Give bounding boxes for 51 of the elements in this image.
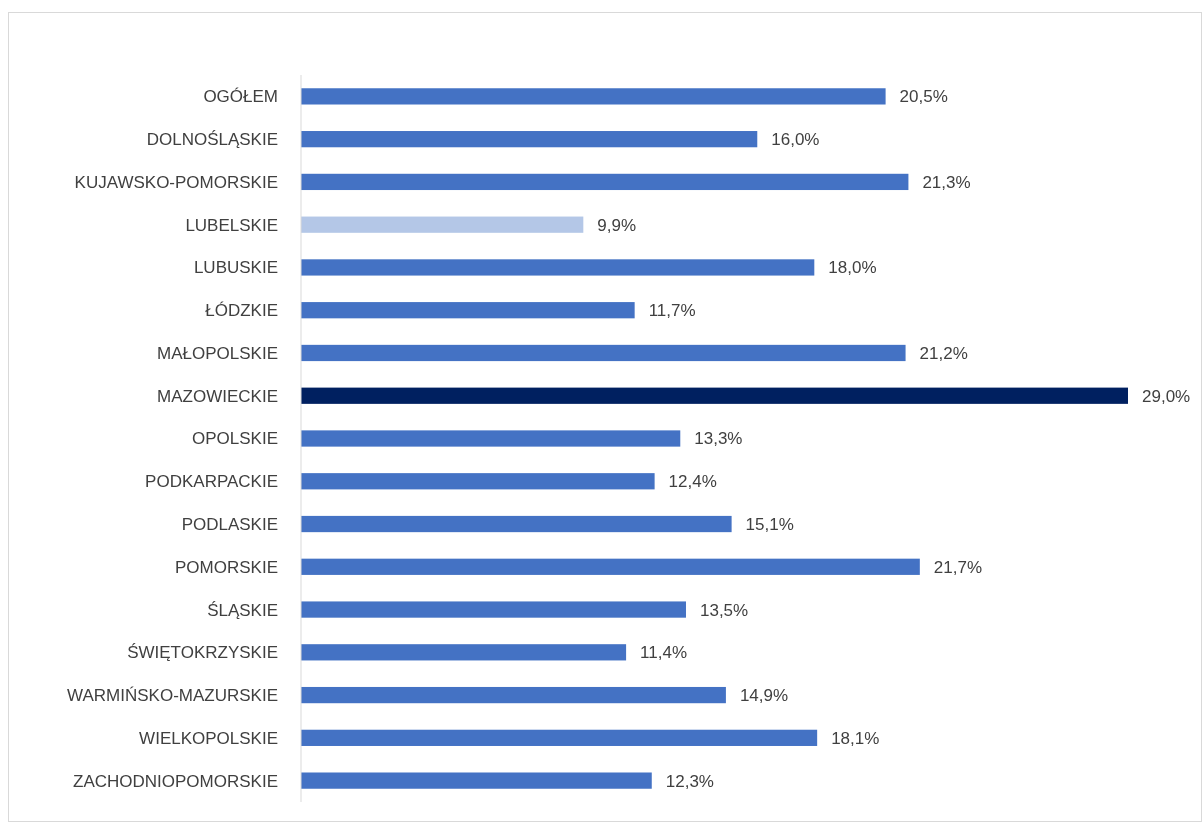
bar: [301, 772, 652, 789]
data-label: 11,7%: [648, 301, 696, 321]
data-label: 15,1%: [745, 514, 794, 534]
y-tick-label: ZACHODNIOPOMORSKIE: [73, 771, 278, 791]
bar: [301, 430, 681, 447]
y-tick-label: MAŁOPOLSKIE: [157, 343, 278, 363]
data-label: 13,3%: [694, 429, 743, 449]
bar: [301, 729, 818, 746]
bar: [301, 88, 886, 105]
data-label: 29,0%: [1142, 386, 1191, 406]
y-tick-label: PODLASKIE: [181, 514, 278, 534]
bar: [301, 131, 758, 148]
y-tick-label: ŚWIĘTOKRZYSKIE: [127, 643, 278, 663]
data-label: 16,0%: [771, 130, 820, 150]
bar: [301, 473, 655, 490]
y-tick-label: KUJAWSKO-POMORSKIE: [74, 172, 278, 192]
y-tick-label: POMORSKIE: [175, 557, 278, 577]
y-tick-label: WIELKOPOLSKIE: [139, 728, 278, 748]
data-label: 21,2%: [919, 343, 968, 363]
data-label: 9,9%: [597, 215, 637, 235]
bar: [301, 515, 732, 533]
y-tick-label: LUBUSKIE: [193, 258, 278, 278]
bar: [301, 686, 726, 704]
data-label: 21,3%: [922, 172, 971, 192]
y-tick-label: DOLNOŚLĄSKIE: [146, 130, 278, 150]
bar: [301, 173, 909, 191]
bar: [301, 387, 1128, 404]
data-label: 13,5%: [699, 600, 749, 620]
y-tick-label: LUBELSKIE: [185, 215, 278, 235]
data-label: 11,4%: [640, 643, 688, 663]
bar: [301, 259, 815, 276]
y-tick-label: WARMIŃSKO-MAZURSKIE: [67, 686, 278, 706]
bar: [301, 216, 584, 233]
data-label: 14,9%: [739, 686, 789, 706]
bar: [301, 601, 686, 618]
data-label: 20,5%: [899, 87, 948, 107]
data-label: 18,0%: [828, 258, 877, 278]
data-label: 12,3%: [665, 771, 714, 791]
y-tick-label: ŚLĄSKIE: [207, 600, 278, 620]
y-tick-label: PODKARPACKIE: [145, 472, 278, 492]
data-label: 18,1%: [831, 728, 880, 748]
y-tick-label: MAZOWIECKIE: [157, 386, 278, 406]
bar: [301, 644, 627, 661]
y-tick-label: ŁÓDZKIE: [205, 301, 278, 321]
data-label: 12,4%: [668, 472, 717, 492]
bar: [301, 302, 635, 319]
y-tick-label: OGÓŁEM: [203, 87, 278, 107]
y-tick-label: OPOLSKIE: [192, 429, 278, 449]
data-label: 21,7%: [933, 557, 983, 577]
bar: [301, 558, 920, 575]
bar: [301, 344, 906, 362]
